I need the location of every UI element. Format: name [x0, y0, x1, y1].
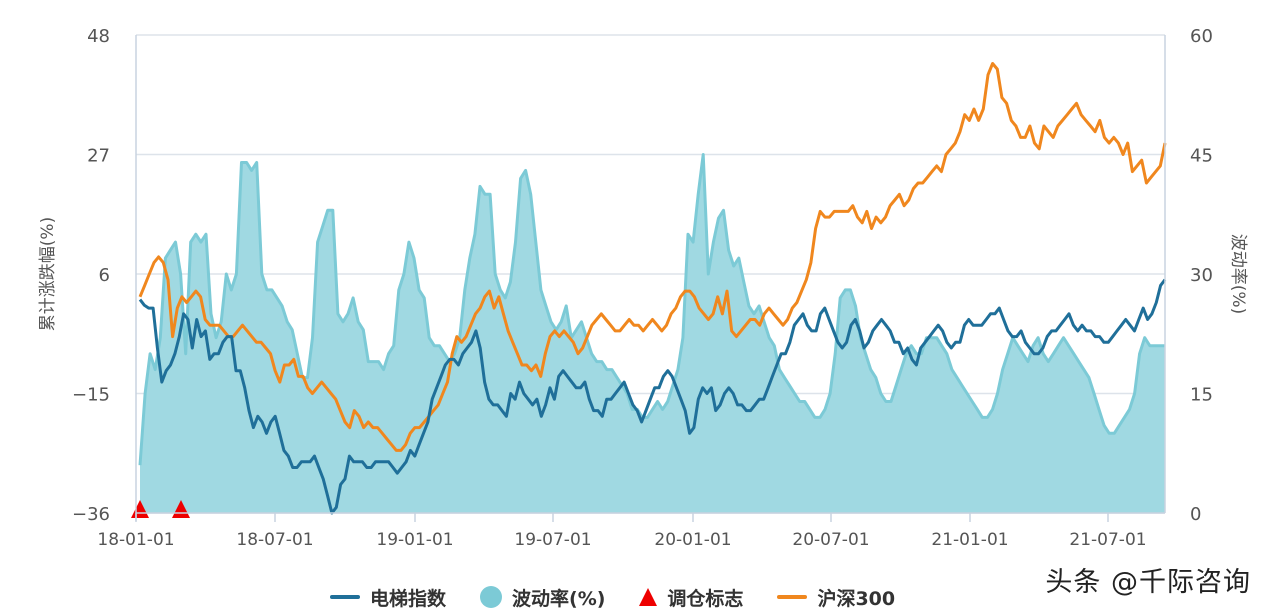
- legend-label: 沪深300: [817, 587, 896, 610]
- watermark: 头条 @千际咨询: [1045, 567, 1251, 598]
- line-swatch-icon: [777, 595, 808, 599]
- legend-item-elevator-index[interactable]: 电梯指数: [330, 584, 446, 611]
- right-tick-label: 15: [1190, 385, 1213, 406]
- x-tick-label: 20-01-01: [654, 530, 731, 550]
- left-tick-label: −36: [72, 504, 110, 525]
- x-tick-label: 19-07-01: [514, 530, 591, 550]
- legend-item-hs300[interactable]: 沪深300: [777, 584, 895, 611]
- legend-label: 波动率(%): [512, 587, 606, 610]
- legend: 电梯指数 波动率(%) 调仓标志 沪深300: [330, 580, 895, 614]
- line-swatch-icon: [330, 595, 360, 599]
- right-tick-label: 0: [1190, 504, 1201, 525]
- left-tick-label: 27: [87, 146, 110, 167]
- right-tick-label: 60: [1190, 26, 1213, 47]
- legend-item-volatility[interactable]: 波动率(%): [480, 584, 605, 611]
- legend-label: 电梯指数: [370, 587, 447, 610]
- legend-label: 调仓标志: [667, 587, 744, 610]
- x-tick-label: 20-07-01: [792, 530, 869, 550]
- right-tick-label: 45: [1190, 146, 1213, 167]
- left-tick-label: 6: [99, 265, 110, 286]
- left-axis-title: 累计涨跌幅(%): [38, 217, 58, 331]
- triangle-swatch-icon: [639, 588, 658, 606]
- right-tick-label: 30: [1190, 265, 1213, 286]
- legend-item-rebalance[interactable]: 调仓标志: [639, 584, 743, 611]
- left-tick-label: 48: [87, 26, 110, 47]
- left-tick-label: −15: [72, 385, 110, 406]
- axes: 48 27 6 −15 −36 60 45 30 15 0 18-01-01 18-07-01 19-0…: [72, 26, 1213, 550]
- x-tick-label: 21-01-01: [931, 530, 1008, 550]
- x-tick-label: 18-01-01: [97, 530, 174, 550]
- x-tick-label: 18-07-01: [236, 530, 313, 550]
- x-tick-label: 19-01-01: [376, 530, 453, 550]
- volatility-area: [138, 153, 1165, 513]
- x-tick-label: 21-07-01: [1069, 530, 1146, 550]
- series-lines: [138, 62, 1167, 515]
- chart-canvas: 48 27 6 −15 −36 60 45 30 15 0 18-01-01 18-07-01 19-0…: [38, 26, 1248, 550]
- right-axis-title: 波动率(%): [1228, 234, 1248, 314]
- circle-swatch-icon: [480, 586, 503, 608]
